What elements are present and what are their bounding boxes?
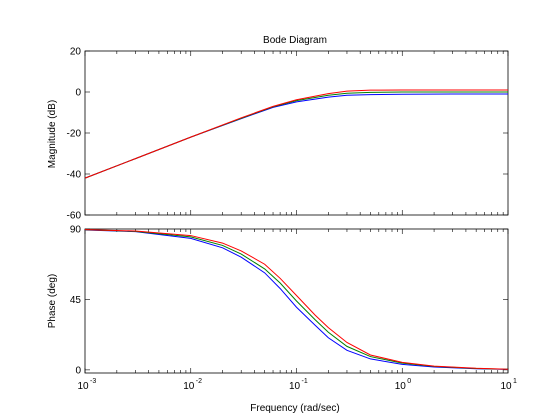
magnitude-y-tick-label: 20 <box>70 47 82 58</box>
x-tick-base: 10 <box>77 381 89 392</box>
x-tick-base: 10 <box>500 381 512 392</box>
phase-series-line-blue <box>84 229 509 370</box>
x-tick-exponent: 0 <box>407 378 411 385</box>
x-tick-exponent: -1 <box>302 378 308 385</box>
magnitude-ylabel: Magnitude (dB) <box>47 100 58 168</box>
magnitude-y-tick-label: -20 <box>67 129 82 140</box>
magnitude-series-line-red <box>84 89 508 179</box>
x-tick-label: 10 1 <box>500 378 517 392</box>
phase-series-line-red <box>84 229 509 370</box>
phase-ylabel: Phase (deg) <box>47 274 58 328</box>
magnitude-y-tick-label: 0 <box>75 88 81 99</box>
magnitude-axes: 20 0 -20 -40 -60 <box>67 47 509 222</box>
phase-y-tick-label: 90 <box>70 225 82 236</box>
x-tick-exponent: -2 <box>196 378 202 385</box>
magnitude-y-tick-label: -40 <box>67 170 82 181</box>
x-tick-label: 10 -3 <box>77 378 96 392</box>
x-tick-labels: 10 -3 10 -2 10 -1 10 0 10 1 <box>77 378 517 392</box>
x-axis-label: Frequency (rad/sec) <box>250 403 339 414</box>
x-tick-base: 10 <box>183 381 195 392</box>
phase-ticks: 90 45 0 <box>70 225 509 376</box>
magnitude-curves <box>84 89 508 179</box>
magnitude-y-tick-label: -60 <box>67 211 82 222</box>
magnitude-plot-area <box>84 50 509 216</box>
phase-y-tick-label: 45 <box>70 295 82 306</box>
x-tick-base: 10 <box>289 381 301 392</box>
x-tick-exponent: -3 <box>90 378 96 385</box>
x-tick-exponent: 1 <box>513 378 517 385</box>
x-tick-label: 10 -2 <box>183 378 202 392</box>
x-tick-base: 10 <box>395 381 407 392</box>
x-tick-label: 10 0 <box>395 378 412 392</box>
phase-series-line-green <box>84 229 509 370</box>
phase-y-tick-label: 0 <box>75 365 81 376</box>
x-tick-label: 10 -1 <box>289 378 308 392</box>
chart-title: Bode Diagram <box>263 35 327 46</box>
magnitude-ticks: 20 0 -20 -40 -60 <box>67 47 509 222</box>
phase-curves <box>84 229 509 370</box>
phase-axes: 90 45 0 <box>70 225 509 376</box>
